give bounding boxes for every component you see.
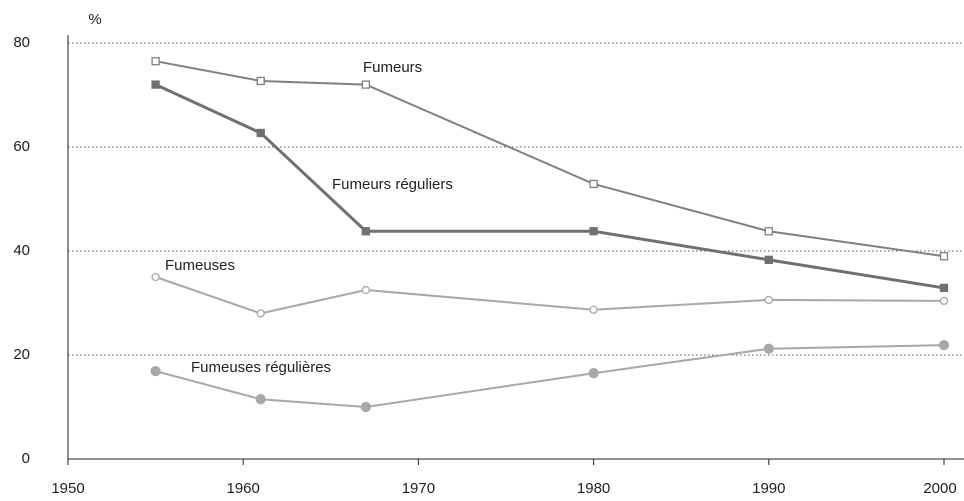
marker: [361, 80, 370, 89]
marker: [256, 309, 265, 318]
marker: [151, 272, 160, 282]
marker: [256, 76, 265, 86]
marker: [150, 365, 161, 377]
marker: [589, 305, 598, 314]
series-label: Fumeurs: [363, 59, 422, 76]
y-tick-label: 20: [13, 346, 30, 363]
y-unit: %: [88, 11, 101, 28]
marker: [763, 343, 774, 354]
marker: [939, 252, 949, 261]
x-tick-label: 1950: [51, 480, 84, 497]
y-tick-label: 40: [13, 242, 30, 259]
series-label: Fumeuses: [165, 257, 235, 274]
x-tick-label: 1980: [577, 480, 610, 497]
marker: [255, 394, 266, 405]
series-line: [155, 344, 945, 409]
marker: [939, 296, 949, 306]
y-tick-label: 80: [13, 34, 30, 51]
marker: [256, 128, 265, 138]
series-label: Fumeuses régulières: [191, 359, 331, 376]
marker: [764, 295, 773, 305]
x-tick-label: 2000: [923, 480, 956, 497]
x-tick-label: 1990: [752, 480, 785, 497]
marker: [151, 80, 160, 89]
marker: [588, 368, 599, 379]
marker: [938, 339, 950, 351]
marker: [589, 227, 598, 236]
marker: [939, 283, 949, 293]
series-line: [154, 83, 945, 290]
marker: [764, 255, 773, 264]
y-tick-label: 0: [22, 450, 30, 467]
series-label: Fumeurs réguliers: [332, 176, 453, 193]
series-line: [155, 276, 945, 315]
y-tick-label: 60: [13, 138, 30, 155]
x-tick-label: 1970: [402, 480, 435, 497]
marker: [589, 179, 598, 189]
marker: [361, 227, 370, 236]
marker: [151, 57, 160, 66]
series-line: [155, 60, 945, 258]
marker: [361, 285, 370, 295]
marker: [360, 401, 371, 413]
x-tick-label: 1960: [227, 480, 260, 497]
marker: [764, 227, 773, 236]
